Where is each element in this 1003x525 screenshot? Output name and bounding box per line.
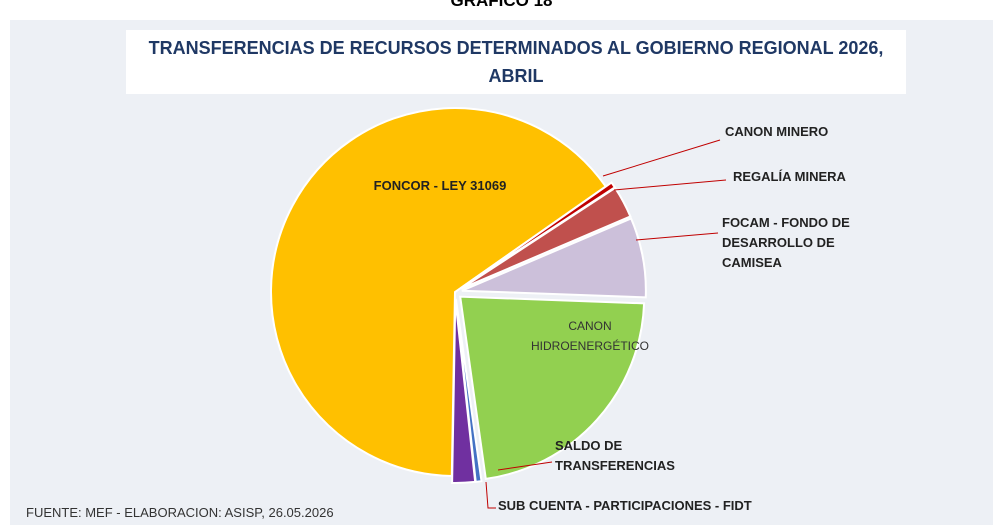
pie-slice	[451, 298, 477, 484]
chart-title: TRANSFERENCIAS DE RECURSOS DETERMINADOS …	[126, 30, 906, 94]
leader-line	[497, 461, 553, 471]
pie-slice	[461, 217, 647, 299]
leader-line	[602, 139, 721, 177]
slice-label: CANON MINERO	[725, 124, 829, 139]
pie-slice	[460, 186, 632, 290]
slice-label: REGALÍA MINERA	[733, 169, 846, 184]
slice-label: SUB CUENTA - PARTICIPACIONES - FIDT	[498, 498, 752, 513]
slice-label: SALDO DE TRANSFERENCIAS	[555, 438, 675, 473]
source-note: FUENTE: MEF - ELABORACION: ASISP, 26.05.…	[26, 505, 334, 520]
pie-slice	[459, 295, 646, 481]
chart-heading: GRÁFICO 18	[450, 0, 553, 10]
leader-line	[613, 179, 727, 191]
leader-line	[635, 232, 719, 241]
slice-label: FONCOR - LEY 31069	[373, 178, 507, 193]
pie-slice	[270, 107, 608, 477]
slice-label: FOCAM - FONDO DE DESARROLLO DE CAMISEA	[722, 215, 850, 270]
slice-label: CANON HIDROENERGÉTICO	[530, 319, 649, 353]
leader-line	[485, 481, 496, 509]
